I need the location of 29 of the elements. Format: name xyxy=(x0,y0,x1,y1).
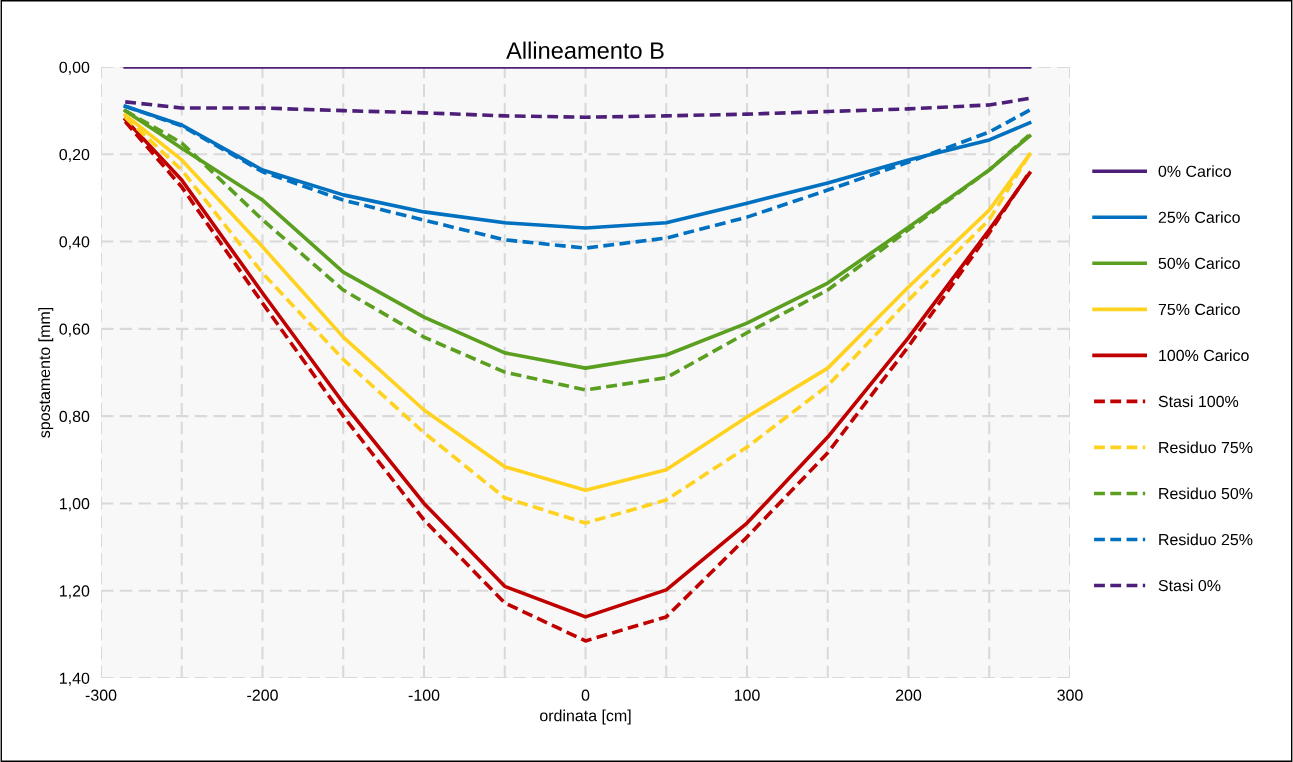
line-series xyxy=(123,96,1032,119)
legend-label: Stasi 0% xyxy=(1158,579,1221,592)
y-tick-label: 1,20 xyxy=(60,585,90,599)
x-tick-label: 100 xyxy=(734,689,760,701)
y-tick-label: 0,60 xyxy=(59,323,90,337)
chart-title: Allineamento B xyxy=(506,41,664,59)
x-tick-label: 300 xyxy=(1057,689,1083,701)
x-axis-title: ordinata [cm] xyxy=(540,709,631,725)
legend-label: 75% Carico xyxy=(1158,303,1240,316)
y-axis-title: spostamento [mm] xyxy=(38,307,54,438)
y-tick-label: 1,00 xyxy=(60,498,90,512)
legend-label: Residuo 75% xyxy=(1159,441,1253,454)
legend-label: 25% Carico xyxy=(1158,211,1240,223)
x-tick-label: -100 xyxy=(408,689,440,701)
y-tick-label: 0,80 xyxy=(59,410,90,424)
y-tick-label: 0,40 xyxy=(59,236,90,250)
y-tick-label: 0,20 xyxy=(59,148,90,163)
x-tick-label: 200 xyxy=(895,689,922,701)
legend-label: 0% Carico xyxy=(1158,165,1231,177)
y-tick-label: 0,00 xyxy=(59,61,90,75)
x-tick-label: -300 xyxy=(85,689,117,701)
x-tick-label: -200 xyxy=(247,689,278,701)
y-tick-label: 1,40 xyxy=(60,672,90,686)
legend-label: Residuo 25% xyxy=(1159,533,1253,546)
legend-label: 100% Carico xyxy=(1159,349,1249,362)
legend-label: 50% Carico xyxy=(1158,257,1240,270)
legend-label: Residuo 50% xyxy=(1159,487,1253,500)
legend-label: Stasi 100% xyxy=(1158,395,1239,408)
x-tick-label: 0 xyxy=(581,689,590,701)
